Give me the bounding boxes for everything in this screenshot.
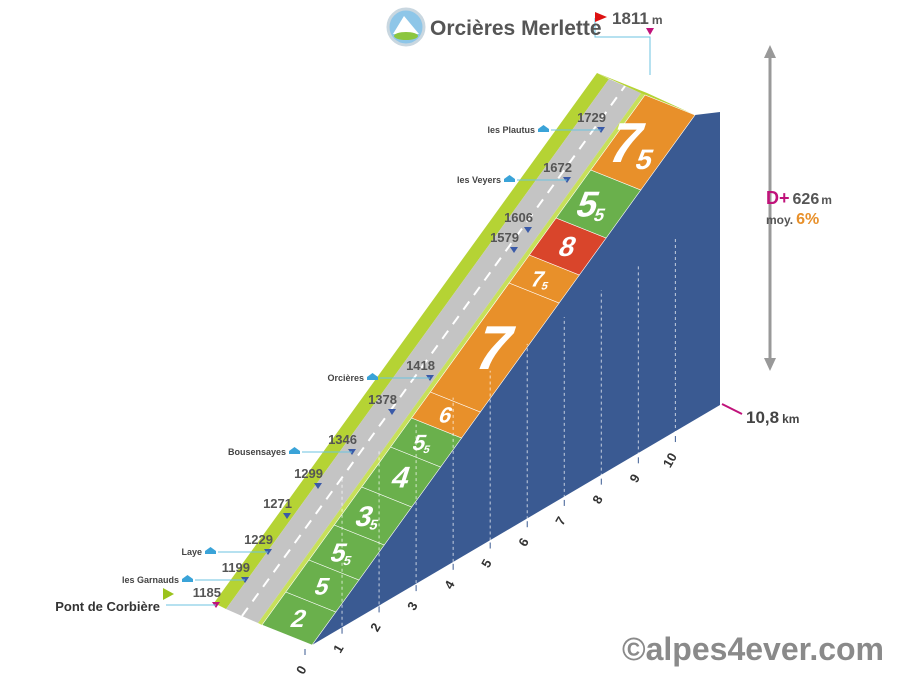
altitude-marker: [314, 483, 322, 489]
waypoint-name: Orcières: [327, 373, 364, 383]
altitude: 1346: [328, 432, 357, 447]
altitude-marker: [388, 409, 396, 415]
arrow-head: [764, 358, 776, 371]
altitude: 1579: [490, 230, 519, 245]
km-label: 8: [589, 493, 606, 507]
decor: [386, 7, 776, 415]
summit-leader: [594, 18, 651, 75]
distance-leader: [721, 403, 743, 415]
house-icon: [538, 125, 549, 132]
gradient-label: 55: [409, 431, 435, 456]
km-label: 4: [441, 577, 458, 591]
gradient-label: 75: [527, 267, 553, 292]
start-flag: [163, 588, 174, 600]
km-label: 6: [515, 535, 532, 549]
km-label: 0: [293, 663, 310, 675]
waypoint-name: Bousensayes: [228, 447, 286, 457]
summit-altitude: 1811 m: [612, 9, 663, 28]
arrow-head: [764, 45, 776, 58]
road-centerline: [241, 85, 626, 617]
km-label: 5: [478, 557, 495, 571]
avg-label: moy.: [766, 213, 793, 227]
waypoint-name: les Garnauds: [122, 575, 179, 585]
km-label: 9: [626, 471, 643, 485]
distance: 10,8 km: [746, 408, 799, 427]
summit-marker: [646, 28, 654, 35]
km-label: 10: [660, 450, 680, 470]
altitude-marker: [524, 227, 532, 233]
gradient-sub: 5: [540, 281, 550, 293]
gradient-sub: 5: [422, 444, 432, 456]
dplus-label: D+: [766, 188, 790, 208]
summit-flag: [595, 12, 607, 22]
altitude: 1185: [193, 585, 221, 600]
logo-grass: [394, 32, 418, 40]
km-label: 3: [404, 599, 421, 613]
waypoint-name: Laye: [181, 547, 202, 557]
house-icon: [205, 547, 216, 554]
km-label: 7: [552, 514, 569, 528]
altitude: 1299: [294, 466, 323, 481]
altitude: 1229: [244, 532, 273, 547]
road-edge: [258, 93, 645, 625]
altitude-marker: [283, 513, 291, 519]
dplus-value: 626: [793, 191, 820, 208]
house-icon: [504, 175, 515, 182]
summit-unit: m: [652, 13, 663, 27]
title: Orcières Merlette: [430, 17, 602, 40]
km-label: 1: [330, 642, 347, 656]
summit-top: [597, 73, 695, 115]
waypoint-name: les Veyers: [457, 175, 501, 185]
gradient-block: [590, 94, 696, 191]
altitude: 1729: [577, 110, 606, 125]
altitude: 1672: [543, 160, 572, 175]
logo-mountain: [393, 16, 419, 34]
altitude: 1199: [222, 560, 250, 575]
altitude: 1378: [368, 392, 397, 407]
start-name: Pont de Corbière: [55, 599, 160, 614]
house-icon: [289, 447, 300, 454]
waypoint-name: les Plautus: [487, 125, 535, 135]
dplus: D+ 626 m: [766, 188, 832, 208]
house-icon: [367, 373, 378, 380]
avg-value: 6%: [796, 211, 819, 228]
credit: ©alpes4ever.com: [622, 631, 884, 667]
altitude: 1418: [406, 358, 435, 373]
distance-value: 10,8: [746, 408, 779, 427]
altitude: 1606: [504, 210, 533, 225]
dplus-unit: m: [821, 193, 832, 207]
house-icon: [182, 575, 193, 582]
km-label: 2: [367, 620, 384, 634]
road-edge: [214, 73, 609, 609]
wall: [312, 112, 720, 645]
summit-value: 1811: [612, 9, 649, 28]
average: moy. 6%: [766, 211, 819, 228]
altitude-marker: [510, 247, 518, 253]
altitude: 1271: [263, 496, 292, 511]
distance-unit: km: [782, 412, 799, 426]
